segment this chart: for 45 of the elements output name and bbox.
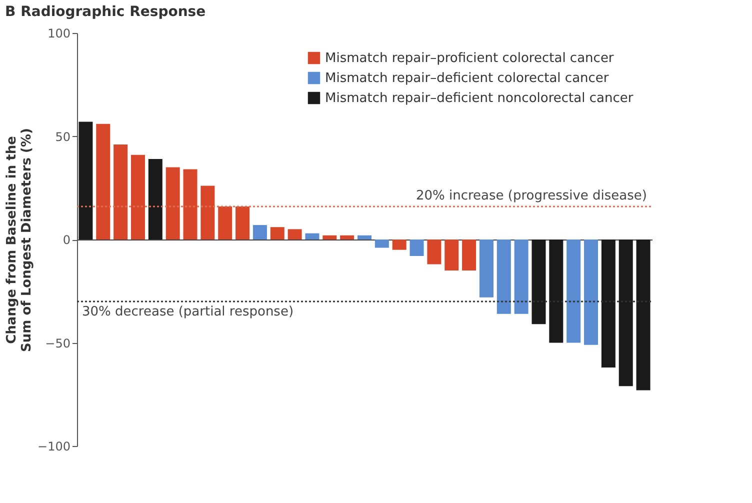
bar [340,235,354,240]
bar [444,240,459,270]
legend-label: Mismatch repair–deficient noncolorectal cancer [325,91,634,106]
bar [96,124,110,240]
y-axis-title: Change from Baseline in the Sum of Longest Diameters (%) [4,128,35,352]
y-tick-label: 100 [48,26,70,40]
y-tick-label: 50 [55,130,70,144]
bar [496,240,511,314]
bar [410,240,424,256]
y-tick-label: −100 [38,440,70,454]
y-tick-label: 0 [62,233,70,247]
bar [236,206,250,240]
bar [601,240,616,368]
bar [270,227,284,240]
bar [130,154,145,240]
bar [462,240,476,270]
bar [288,229,302,240]
bar [218,206,232,240]
bar [78,122,93,240]
bar [514,240,528,314]
legend-label: Mismatch repair–deficient colorectal cancer [325,71,610,86]
bar [305,233,320,240]
bar [322,235,337,240]
bar [183,169,198,240]
bar [636,240,650,390]
bar [114,144,128,240]
bar [252,225,267,240]
bar [358,235,372,240]
ref-line-label: 30% decrease (partial response) [82,304,294,320]
y-tick-label: −50 [45,336,70,350]
bar [584,240,598,345]
legend-label: Mismatch repair–proficient colorectal cancer [325,51,614,66]
chart-title: B Radiographic Response [5,4,206,20]
bar [374,240,389,248]
bar [166,167,180,240]
bar [200,186,215,240]
bar [427,240,442,264]
bar [479,240,494,298]
bar [148,158,162,240]
bar [566,240,581,343]
bar [549,240,564,343]
ref-line-label: 20% increase (progressive disease) [416,188,647,204]
bar [392,240,406,250]
bar [532,240,546,324]
bar [618,240,633,386]
